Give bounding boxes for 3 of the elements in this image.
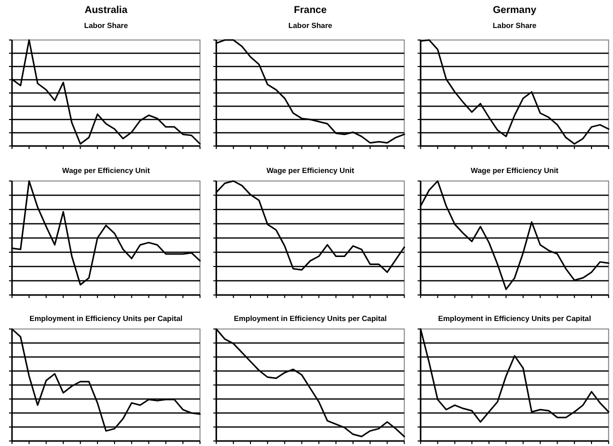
chart-title: France: [294, 5, 328, 16]
chart-title: Germany: [492, 5, 537, 16]
chart-title: Australia: [84, 5, 128, 16]
